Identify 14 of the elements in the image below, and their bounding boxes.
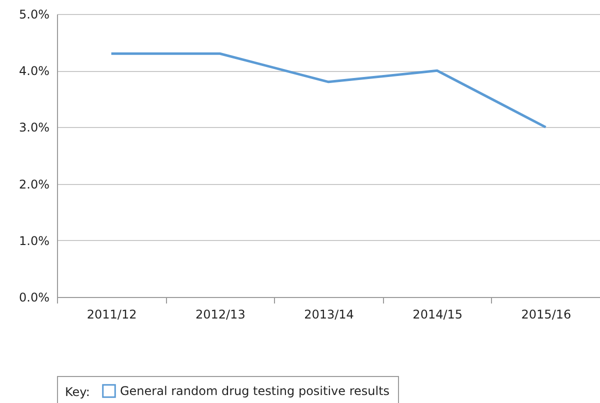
y-tick-label: 2.0%	[19, 177, 50, 192]
y-tick-label: 1.0%	[19, 234, 50, 248]
x-tick-label: 2015/16	[521, 308, 572, 322]
legend-label: General random drug testing positive results	[120, 384, 390, 398]
x-tick-label: 2013/14	[304, 308, 354, 322]
x-tick-label: 2012/13	[195, 308, 246, 322]
y-tick-label: 5.0%	[19, 8, 50, 22]
y-tick-label: 0.0%	[19, 290, 50, 304]
x-tick-label: 2014/15	[412, 308, 463, 322]
x-tick-label: 2011/12	[86, 308, 137, 322]
line-series	[110, 52, 547, 128]
y-tick-label: 3.0%	[19, 120, 50, 135]
legend-title: Key:	[65, 385, 90, 399]
y-tick-label: 4.0%	[19, 64, 50, 78]
